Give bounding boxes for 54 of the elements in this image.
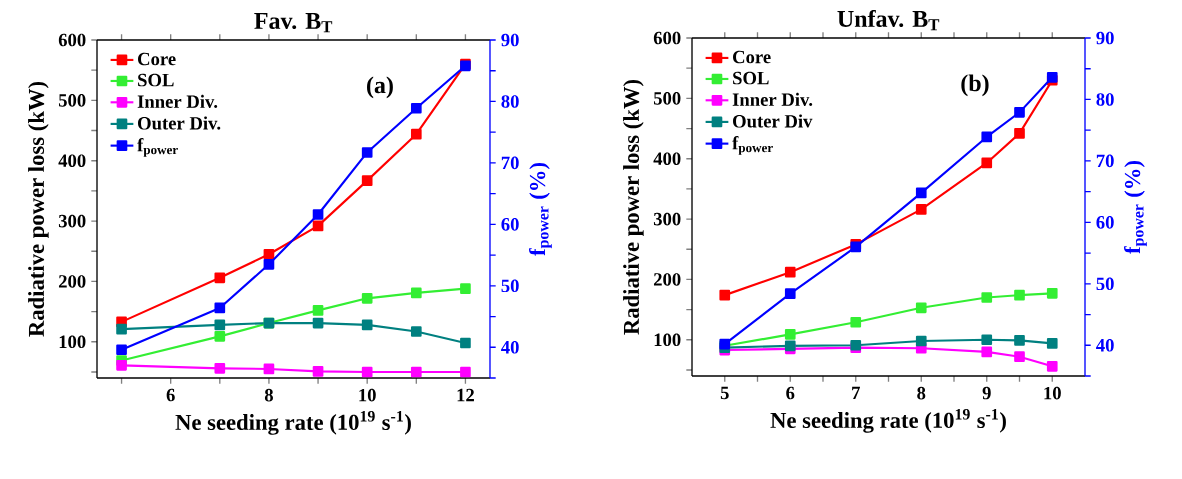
legend-label: Core [733, 50, 771, 64]
y2-tick-label: 60 [501, 218, 519, 231]
x-tick-label: 8 [264, 388, 273, 402]
y2-tick-label: 70 [501, 156, 519, 170]
legend-label: f$_{power}$ [732, 136, 773, 155]
y2-tick-label: 40 [501, 340, 519, 354]
y2-tick-label: 90 [1096, 31, 1114, 45]
x-tick-label: 7 [852, 386, 860, 400]
y2-tick-label: 50 [1096, 277, 1114, 291]
y-tick-label: 400 [58, 154, 86, 168]
legend-label: SOL [138, 73, 174, 87]
y-tick-label: 600 [653, 31, 681, 45]
annotation: (b) [961, 74, 989, 97]
y2-axis-title: f$_{power}$ (%) [1124, 161, 1147, 254]
y-tick-label: 200 [58, 275, 86, 288]
y2-tick-label: 40 [1096, 338, 1114, 352]
y2-tick-label: 70 [1096, 154, 1114, 168]
y-tick-label: 300 [58, 214, 86, 228]
y2-tick-label: 80 [501, 95, 519, 108]
x-tick-label: 10 [359, 388, 376, 402]
y-tick-label: 500 [653, 92, 681, 105]
y-axis-title: Radiative power loss (kW) [28, 81, 49, 337]
y2-axis-title: f$_{power}$ (%) [529, 163, 552, 256]
legend-label: Inner Div. [137, 94, 218, 109]
legend-label: Core [138, 52, 176, 66]
x-tick-label: 12 [457, 388, 474, 402]
y2-tick-label: 90 [501, 33, 519, 47]
legend-label: SOL [733, 71, 769, 85]
x-tick-label: 8 [917, 386, 926, 400]
annotation: (a) [367, 76, 393, 99]
y-tick-label: 200 [653, 273, 681, 286]
x-tick-label: 10 [1044, 386, 1061, 400]
y-tick-label: 500 [58, 94, 86, 107]
legend-label: f$_{power}$ [137, 138, 178, 157]
y2-tick-label: 50 [501, 279, 519, 293]
legend-label: Inner Div. [732, 92, 813, 107]
x-tick-label: 6 [786, 386, 795, 400]
x-tick-label: 6 [166, 388, 175, 402]
y-tick-label: 600 [58, 33, 86, 47]
y-tick-label: 100 [654, 333, 681, 347]
y-tick-label: 400 [653, 152, 681, 166]
x-axis-title: Ne seeding rate (10$^{19}$ s$^{-1}$) [770, 408, 1006, 433]
y-tick-label: 300 [653, 212, 681, 226]
y2-tick-label: 80 [1096, 93, 1114, 106]
y-tick-label: 100 [59, 335, 86, 349]
x-axis-title: Ne seeding rate (10$^{19}$ s$^{-1}$) [175, 410, 411, 435]
x-tick-label: 9 [982, 386, 991, 400]
x-tick-label: 5 [720, 386, 729, 400]
chart-title: Fav. B$_{T}$ [254, 13, 333, 33]
chart-title: Unfav. B$_{T}$ [837, 9, 940, 31]
y2-tick-label: 60 [1096, 216, 1114, 229]
legend-label: Outer Div [733, 114, 813, 128]
y-axis-title: Radiative power loss (kW) [623, 79, 644, 335]
legend-label: Outer Div. [138, 116, 221, 130]
